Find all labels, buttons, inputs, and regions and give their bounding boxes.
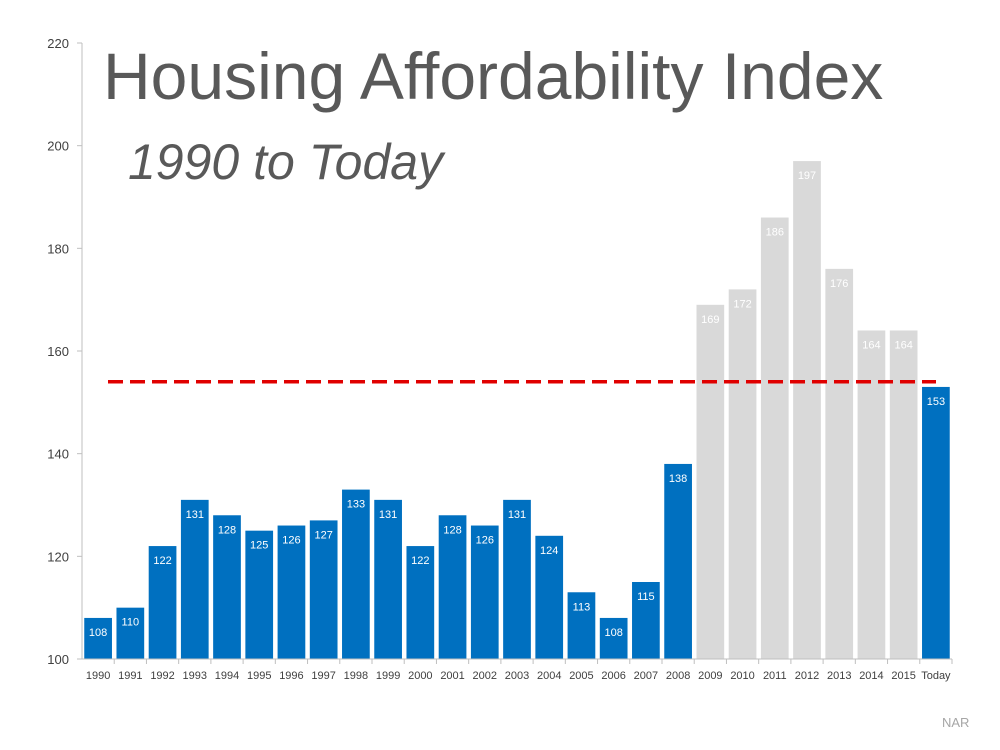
data-label: 115	[637, 591, 655, 603]
bar	[599, 617, 628, 659]
data-label: 128	[218, 524, 236, 536]
bar	[148, 546, 177, 659]
x-tick-label: 2001	[440, 670, 464, 682]
data-label: 128	[443, 524, 461, 536]
data-label: 169	[701, 314, 719, 326]
x-tick-label: 1999	[376, 670, 400, 682]
bar	[922, 386, 950, 659]
data-labels: 108 110 122 131 128 125 126 127 133 131 122 128 126 1…	[89, 170, 945, 639]
x-tick-label: 2014	[859, 670, 883, 682]
bar	[567, 592, 596, 659]
x-tick-label: 2015	[891, 670, 915, 682]
x-tick-label: 2010	[730, 670, 754, 682]
x-tick-label: 2004	[537, 670, 561, 682]
x-tick-label: 2013	[827, 670, 851, 682]
bar	[793, 161, 821, 660]
x-axis: 1990 1991 1992 1993 1994 1995 1996 1997 1998 1999…	[82, 658, 953, 682]
x-tick-label: 1991	[118, 670, 142, 682]
data-label: 126	[476, 535, 494, 547]
data-label: 113	[573, 601, 591, 613]
data-label: 110	[122, 617, 140, 629]
data-label: 172	[733, 298, 751, 310]
bar	[406, 546, 435, 659]
bar	[213, 515, 241, 659]
data-label: 124	[540, 545, 558, 557]
x-tick-label: 1997	[311, 670, 335, 682]
bar	[664, 463, 692, 659]
y-axis: 100 120 140 160 180 200 220	[47, 36, 83, 667]
x-tick-label: 2000	[408, 670, 432, 682]
data-label: 131	[186, 509, 204, 521]
y-tick-label: 180	[47, 241, 69, 256]
data-label: 164	[862, 339, 880, 351]
x-tick-label: 2006	[601, 670, 625, 682]
bar	[535, 535, 564, 659]
bar	[470, 525, 499, 659]
data-label: 186	[766, 227, 784, 239]
bar	[374, 499, 402, 659]
data-label: 125	[250, 540, 268, 552]
data-label: 153	[927, 396, 945, 408]
y-tick-label: 160	[47, 344, 69, 359]
bars	[84, 161, 950, 660]
bar	[342, 489, 370, 659]
x-tick-label: Today	[921, 670, 951, 682]
bar	[889, 330, 918, 659]
x-tick-label: 2002	[473, 670, 497, 682]
chart-title: Housing Affordability Index	[103, 39, 884, 113]
data-label: 131	[379, 509, 397, 521]
x-tick-label: 1994	[215, 670, 239, 682]
y-tick-label: 220	[47, 36, 69, 51]
y-tick-label: 200	[47, 139, 69, 154]
data-label: 197	[798, 170, 816, 182]
x-tick-label: 1995	[247, 670, 271, 682]
x-tick-label: 1996	[279, 670, 303, 682]
source-label: NAR	[942, 715, 970, 730]
bar	[277, 525, 306, 659]
data-label: 164	[894, 339, 912, 351]
x-tick-label: 2009	[698, 670, 722, 682]
y-tick-label: 140	[47, 447, 69, 462]
data-label: 138	[669, 473, 687, 485]
bar	[438, 515, 467, 659]
bar	[245, 530, 274, 659]
bar	[180, 499, 209, 659]
x-tick-label: 2012	[795, 670, 819, 682]
data-label: 126	[282, 535, 300, 547]
bar	[632, 582, 660, 659]
x-tick-label: 2008	[666, 670, 690, 682]
x-tick-label: 1990	[86, 670, 110, 682]
bar	[696, 304, 725, 659]
bar	[825, 268, 854, 659]
data-label: 176	[830, 278, 848, 290]
data-label: 122	[411, 555, 429, 567]
x-tick-label: 2011	[763, 670, 787, 682]
data-label: 127	[314, 529, 332, 541]
x-tick-label: 2003	[505, 670, 529, 682]
bar	[857, 330, 886, 659]
x-tick-label: 1998	[344, 670, 368, 682]
chart-subtitle: 1990 to Today	[128, 134, 444, 190]
y-tick-label: 100	[47, 652, 69, 667]
bar	[84, 617, 112, 659]
y-tick-label: 120	[47, 549, 69, 564]
x-tick-label: 1993	[183, 670, 207, 682]
bar	[116, 607, 145, 659]
data-label: 108	[89, 627, 107, 639]
data-label: 131	[508, 509, 526, 521]
bar	[728, 289, 757, 659]
bar	[503, 499, 531, 659]
x-tick-label: 2007	[634, 670, 658, 682]
bar	[760, 217, 789, 660]
data-label: 108	[604, 627, 622, 639]
data-label: 133	[347, 499, 365, 511]
data-label: 122	[153, 555, 171, 567]
x-tick-label: 2005	[569, 670, 593, 682]
x-tick-label: 1992	[150, 670, 174, 682]
bar	[309, 520, 338, 659]
